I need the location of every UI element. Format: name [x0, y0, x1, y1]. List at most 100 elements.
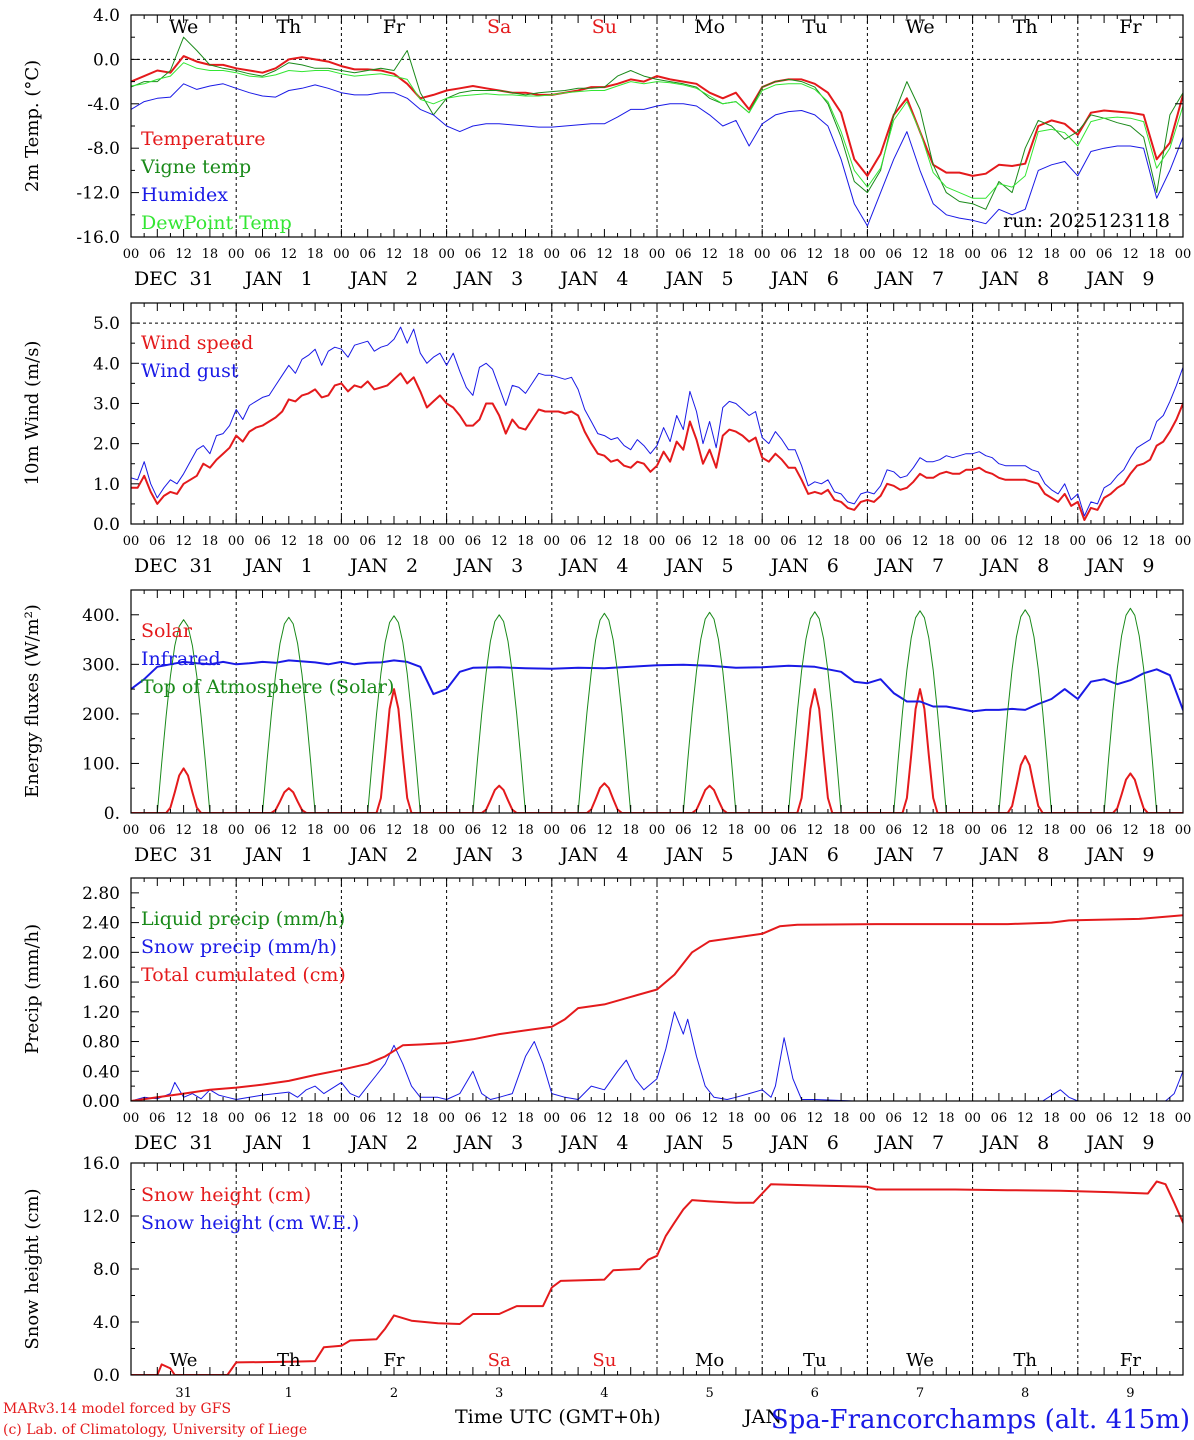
- hour-tick-label: 00: [964, 534, 981, 549]
- y-tick-label: 4.0: [93, 1313, 120, 1333]
- hour-tick-label: 00: [649, 823, 666, 838]
- date-month-label: JAN: [874, 555, 914, 577]
- hour-tick-label: 18: [728, 823, 745, 838]
- date-day-label: 8: [1037, 555, 1049, 577]
- hour-tick-label: 18: [728, 534, 745, 549]
- hour-tick-label: 18: [412, 534, 429, 549]
- hour-tick-label: 18: [833, 823, 850, 838]
- date-month-label: JAN: [979, 844, 1019, 866]
- date-day-label: 5: [722, 844, 734, 866]
- date-day-label: 4: [616, 844, 628, 866]
- date-month-label: JAN: [1084, 844, 1124, 866]
- date-month-label: JAN: [453, 844, 493, 866]
- hour-tick-label: 06: [254, 247, 271, 262]
- date-month-label: JAN: [558, 1132, 598, 1154]
- hour-tick-label: 12: [281, 823, 298, 838]
- date-month-label: JAN: [243, 268, 283, 290]
- y-tick-label: 200.: [82, 705, 120, 725]
- hour-tick-label: 18: [517, 247, 534, 262]
- y-tick-label: -8.0: [87, 139, 120, 159]
- date-day-label: 31: [190, 844, 214, 866]
- hour-tick-label: 00: [228, 247, 245, 262]
- hour-tick-label: 06: [465, 534, 482, 549]
- chart-panel-5: 0.0 4.0 8.0 12.0 16.0 Snow height (cm) Snow he…: [22, 1154, 1184, 1401]
- hour-tick-label: 00: [544, 1111, 561, 1126]
- hour-tick-label: 06: [149, 534, 166, 549]
- day-name-label: Fr: [1119, 16, 1142, 38]
- hour-tick-label: 18: [622, 1111, 639, 1126]
- date-day-label: 7: [932, 844, 944, 866]
- hour-tick-label: 18: [412, 247, 429, 262]
- hour-tick-label: 18: [833, 534, 850, 549]
- hour-tick-label: 12: [281, 1111, 298, 1126]
- day-name-label: Fr: [383, 1350, 404, 1371]
- date-month-label: JAN: [243, 844, 283, 866]
- hour-tick-label: 18: [728, 1111, 745, 1126]
- legend-entry: Wind speed: [141, 332, 253, 354]
- hour-tick-label: 18: [202, 1111, 219, 1126]
- date-month-label: JAN: [243, 1132, 283, 1154]
- hour-tick-label: 00: [123, 534, 140, 549]
- hour-tick-label: 18: [307, 823, 324, 838]
- hour-tick-label: 12: [1122, 534, 1139, 549]
- legend-entry: Infrared: [141, 648, 221, 670]
- hour-tick-label: 12: [596, 247, 613, 262]
- hour-tick-label: 12: [386, 823, 403, 838]
- day-number-label: 1: [285, 1386, 293, 1401]
- hour-tick-label: 18: [938, 534, 955, 549]
- date-month-label: JAN: [1084, 1132, 1124, 1154]
- hour-tick-label: 18: [1043, 534, 1060, 549]
- day-name-label: Tu: [802, 16, 827, 38]
- date-month-label: JAN: [979, 1132, 1019, 1154]
- hour-tick-label: 06: [149, 823, 166, 838]
- hour-tick-label: 18: [622, 534, 639, 549]
- hour-tick-label: 12: [1017, 1111, 1034, 1126]
- day-name-label: We: [170, 1350, 198, 1371]
- y-tick-label: 3.0: [93, 394, 120, 414]
- hour-tick-label: 12: [1017, 247, 1034, 262]
- hour-tick-label: 00: [859, 534, 876, 549]
- model-credit: MARv3.14 model forced by GFS: [3, 1401, 231, 1417]
- date-day-label: 2: [406, 555, 418, 577]
- date-day-label: 7: [932, 268, 944, 290]
- hour-tick-label: 12: [1122, 1111, 1139, 1126]
- day-number-label: 4: [600, 1386, 608, 1401]
- day-number-label: 8: [1021, 1386, 1029, 1401]
- y-tick-label: 5.0: [93, 314, 120, 334]
- lab-credit: (c) Lab. of Climatology, University of L…: [3, 1422, 307, 1438]
- hour-tick-label: 06: [885, 534, 902, 549]
- date-month-label: DEC: [134, 1132, 178, 1154]
- legend-entry: Vigne temp: [140, 156, 251, 178]
- y-tick-label: 0.0: [93, 1366, 120, 1386]
- date-day-label: 3: [511, 555, 523, 577]
- hour-tick-label: 06: [991, 1111, 1008, 1126]
- hour-tick-label: 12: [175, 823, 192, 838]
- date-day-label: 3: [511, 844, 523, 866]
- hour-tick-label: 00: [333, 1111, 350, 1126]
- hour-tick-label: 12: [701, 534, 718, 549]
- y-tick-label: 12.0: [82, 1207, 120, 1227]
- series-line-infrared: [131, 659, 1183, 713]
- date-day-label: 2: [406, 268, 418, 290]
- hour-tick-label: 06: [570, 1111, 587, 1126]
- hour-tick-label: 00: [333, 247, 350, 262]
- chart-panel-2: 0.0 1.0 2.0 3.0 4.0 5.0 10m Wind (m/s) Wind spe…: [22, 302, 1191, 577]
- hour-tick-label: 12: [1122, 247, 1139, 262]
- day-name-label: Th: [1013, 1350, 1037, 1371]
- hour-tick-label: 06: [254, 823, 271, 838]
- time-axis-title: Time UTC (GMT+0h): [455, 1406, 661, 1428]
- date-month-label: JAN: [874, 1132, 914, 1154]
- hour-tick-label: 06: [675, 1111, 692, 1126]
- date-day-label: 9: [1142, 555, 1154, 577]
- hour-tick-label: 00: [649, 1111, 666, 1126]
- hour-tick-label: 12: [701, 247, 718, 262]
- y-tick-label: 1.20: [82, 1003, 120, 1023]
- day-name-label: Th: [277, 1350, 301, 1371]
- date-day-label: 31: [190, 555, 214, 577]
- legend-entry: Snow height (cm W.E.): [141, 1212, 359, 1234]
- hour-tick-label: 18: [202, 534, 219, 549]
- hour-tick-label: 06: [570, 823, 587, 838]
- date-day-label: 4: [616, 555, 628, 577]
- hour-tick-label: 18: [1043, 1111, 1060, 1126]
- series-line-temperature: [131, 55, 1183, 177]
